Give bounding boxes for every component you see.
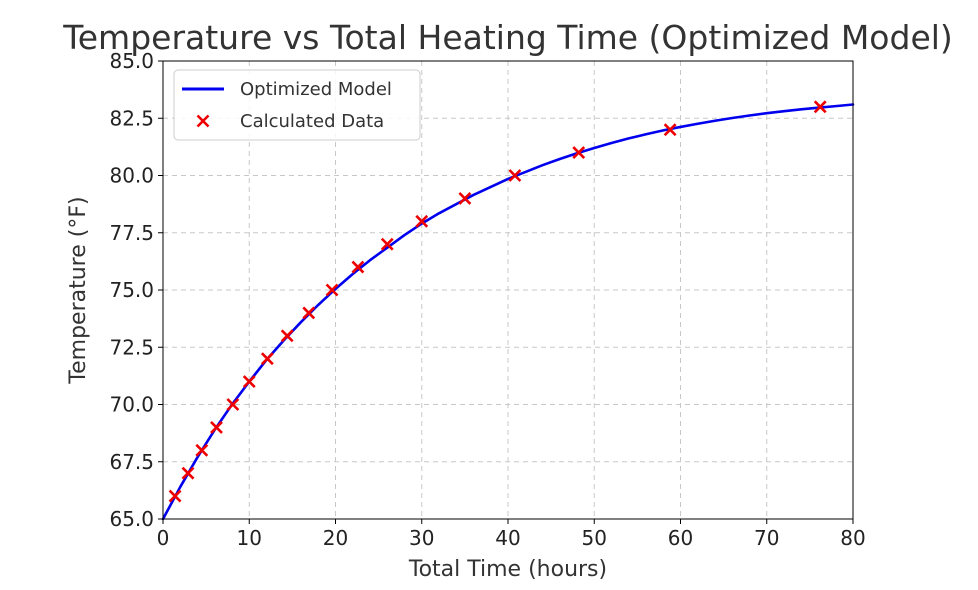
- data-point-calculated: [280, 329, 294, 343]
- legend-label-optimized-model: Optimized Model: [240, 79, 392, 100]
- legend: Optimized Model Calculated Data: [173, 69, 421, 141]
- x-axis-ticks: 0 10 20 30 40 50 60 70 80: [157, 519, 866, 550]
- legend-box: [173, 69, 421, 141]
- data-point-calculated: [260, 352, 274, 366]
- plot-area: [161, 100, 855, 521]
- legend-marker-swatch: [196, 114, 210, 128]
- legend-label-calculated-data: Calculated Data: [240, 111, 384, 132]
- data-point-calculated: [508, 169, 522, 182]
- y-tick-label: 72.5: [109, 335, 154, 359]
- data-point-calculated: [458, 191, 472, 205]
- x-tick-label: 60: [668, 526, 693, 550]
- data-point-calculated: [380, 237, 394, 251]
- y-tick-label: 80.0: [109, 164, 154, 188]
- y-tick-label: 85.0: [109, 49, 154, 73]
- data-point-calculated: [663, 123, 677, 137]
- data-point-calculated: [351, 260, 365, 274]
- x-tick-label: 20: [323, 526, 348, 550]
- x-tick-label: 70: [754, 526, 779, 550]
- data-point-calculated: [210, 420, 223, 434]
- x-tick-label: 40: [495, 526, 520, 550]
- x-tick-label: 50: [582, 526, 607, 550]
- x-tick-label: 0: [157, 526, 170, 550]
- data-point-calculated: [226, 398, 240, 411]
- data-point-calculated: [302, 306, 316, 320]
- data-point-calculated: [242, 375, 256, 389]
- data-point-calculated: [415, 214, 429, 228]
- x-tick-label: 10: [237, 526, 262, 550]
- y-tick-label: 67.5: [109, 450, 154, 474]
- y-tick-label: 65.0: [109, 507, 154, 531]
- y-axis-ticks: 65.0 67.5 70.0 72.5 75.0 77.5 80.0 82.5 85.0: [109, 49, 163, 531]
- x-tick-label: 80: [840, 526, 865, 550]
- y-tick-label: 70.0: [109, 393, 154, 417]
- data-point-calculated: [168, 489, 182, 503]
- data-point-calculated: [195, 443, 209, 457]
- series-line-optimized-model: [161, 103, 855, 521]
- data-point-calculated: [325, 283, 339, 297]
- legend-x-marker: [196, 114, 210, 128]
- data-point-calculated: [813, 100, 827, 114]
- y-axis-label: Temperature (°F): [66, 196, 91, 384]
- data-point-calculated: [572, 146, 586, 160]
- x-axis-label: Total Time (hours): [408, 557, 607, 582]
- data-point-calculated: [181, 466, 195, 480]
- x-tick-label: 30: [409, 526, 434, 550]
- y-tick-label: 75.0: [109, 278, 154, 302]
- chart-title: Temperature vs Total Heating Time (Optim…: [62, 18, 953, 57]
- y-tick-label: 77.5: [109, 221, 154, 245]
- y-tick-label: 82.5: [109, 106, 154, 130]
